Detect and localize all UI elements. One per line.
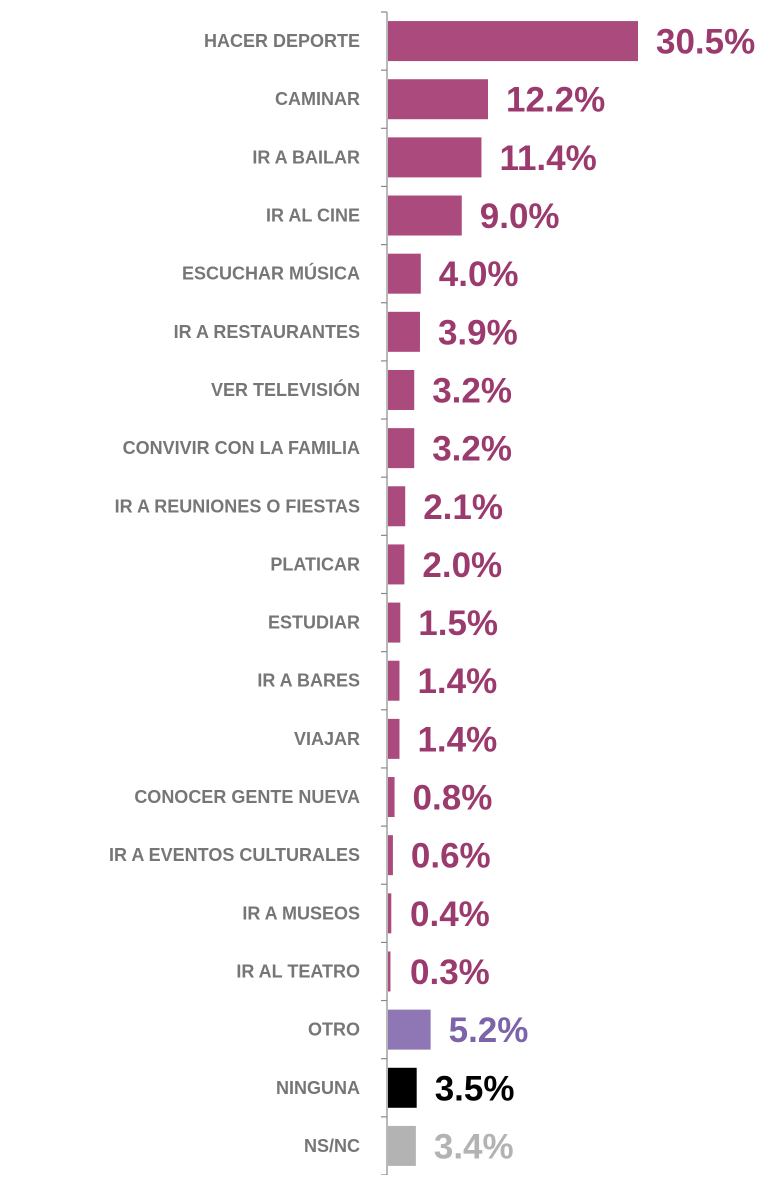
value-label: 1.5% <box>418 604 498 643</box>
category-label: NINGUNA <box>276 1078 360 1098</box>
bar <box>388 835 393 876</box>
category-label: IR A BAILAR <box>252 147 360 167</box>
value-label: 3.9% <box>438 313 518 352</box>
value-label: 3.2% <box>432 430 512 469</box>
bar <box>388 311 420 352</box>
bar <box>388 1067 417 1108</box>
bar <box>388 951 391 992</box>
bar <box>388 718 400 759</box>
value-label: 0.8% <box>413 779 493 818</box>
bar <box>388 777 395 818</box>
bar <box>388 893 392 934</box>
bar <box>388 21 638 62</box>
bar <box>388 602 401 643</box>
value-label: 11.4% <box>499 139 596 178</box>
category-label: OTRO <box>308 1020 360 1040</box>
bar <box>388 1009 431 1050</box>
value-label: 0.4% <box>410 895 490 934</box>
category-label: CONOCER GENTE NUEVA <box>134 787 360 807</box>
bar <box>388 1125 416 1166</box>
category-label: ESCUCHAR MÚSICA <box>182 263 360 284</box>
bar <box>388 428 415 469</box>
category-label: IR A BARES <box>257 671 360 691</box>
value-label: 1.4% <box>417 720 497 759</box>
category-label: ESTUDIAR <box>268 613 360 633</box>
category-label: HACER DEPORTE <box>204 31 360 51</box>
category-label: VER TELEVISIÓN <box>211 379 360 400</box>
value-label: 3.2% <box>432 371 512 410</box>
value-label: 9.0% <box>480 197 560 236</box>
value-label: 1.4% <box>417 662 497 701</box>
value-label: 2.1% <box>423 488 503 527</box>
category-label: PLATICAR <box>270 554 360 574</box>
category-label: NS/NC <box>304 1136 360 1156</box>
value-label: 2.0% <box>422 546 502 585</box>
category-label: IR A RESTAURANTES <box>174 322 360 342</box>
value-label: 3.4% <box>434 1127 514 1166</box>
category-label: IR A MUSEOS <box>242 903 360 923</box>
category-label: IR AL CINE <box>266 206 360 226</box>
category-label: IR A REUNIONES O FIESTAS <box>115 496 360 516</box>
value-label: 0.6% <box>411 837 491 876</box>
value-label: 4.0% <box>439 255 519 294</box>
value-label: 0.3% <box>410 953 490 992</box>
bar <box>388 369 415 410</box>
value-label: 5.2% <box>449 1011 529 1050</box>
category-label: CAMINAR <box>275 89 360 109</box>
bar <box>388 544 405 585</box>
value-label: 30.5% <box>656 23 755 62</box>
bar <box>388 660 400 701</box>
bar <box>388 195 462 236</box>
category-label: IR A EVENTOS CULTURALES <box>109 845 360 865</box>
bar <box>388 253 421 294</box>
value-label: 12.2% <box>506 81 605 120</box>
category-label: VIAJAR <box>294 729 360 749</box>
category-label: CONVIVIR CON LA FAMILIA <box>123 438 360 458</box>
bar <box>388 79 488 120</box>
value-label: 3.5% <box>435 1069 515 1108</box>
bar <box>388 486 406 527</box>
bar <box>388 137 482 178</box>
category-label: IR AL TEATRO <box>236 961 360 981</box>
